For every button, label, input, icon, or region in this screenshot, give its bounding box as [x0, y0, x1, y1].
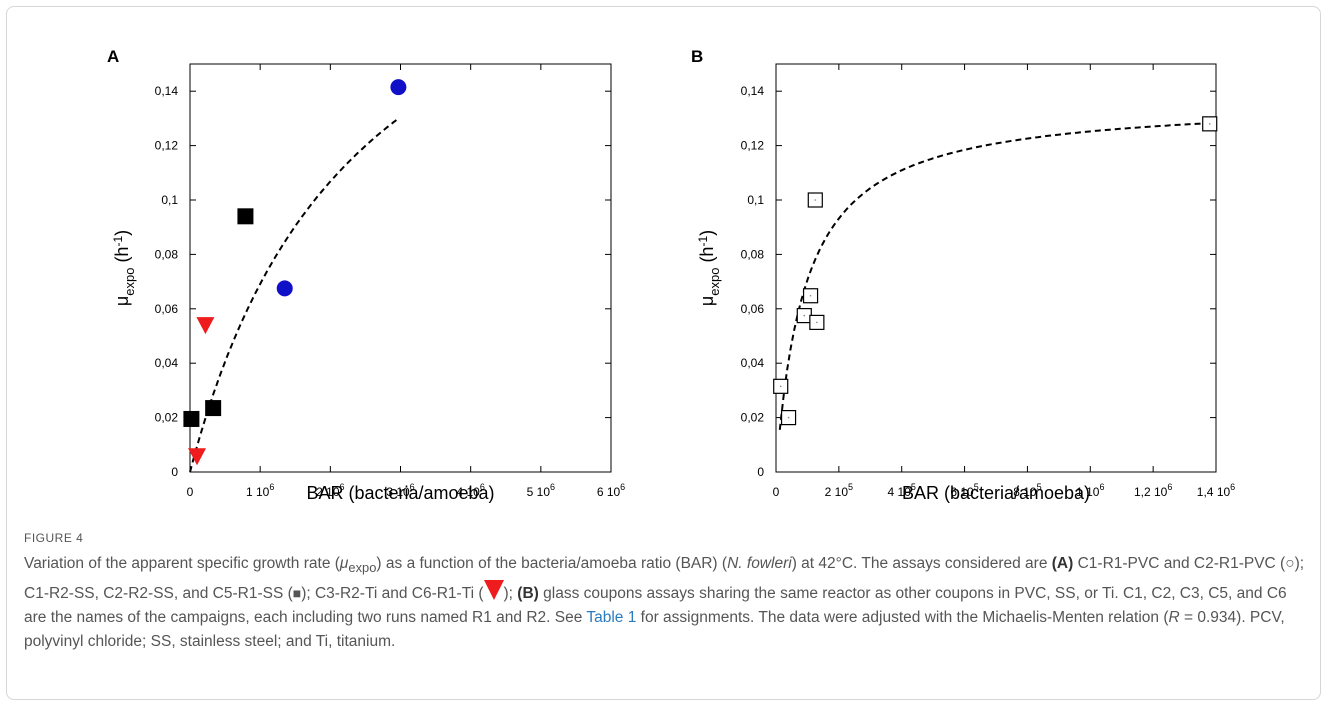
- y-tick-label: 0: [171, 465, 178, 479]
- x-tick-label: 8 105: [1013, 482, 1041, 499]
- y-tick-label: 0,06: [155, 302, 179, 316]
- y-tick-label: 0,08: [741, 247, 765, 261]
- y-tick-label: 0,14: [155, 84, 179, 98]
- square-symbol: ■: [292, 585, 302, 602]
- plot-frame: [775, 63, 1217, 473]
- y-tick-label: 0,12: [155, 139, 179, 153]
- caption-part: );: [503, 585, 518, 603]
- mu-subscript: expo: [348, 560, 377, 576]
- caption-part: ) at 42°C. The assays considered are: [791, 555, 1048, 572]
- caption-panel-b: (B): [517, 585, 539, 603]
- data-point-circle: [276, 280, 293, 297]
- mu-symbol: μ: [339, 555, 349, 572]
- x-tick-label: 6 106: [597, 482, 625, 499]
- data-point-center: [779, 385, 782, 388]
- y-axis-label: μexpo (h-1): [696, 230, 722, 306]
- y-tick-label: 0: [757, 465, 764, 479]
- fit-curve: [778, 122, 1210, 430]
- caption-part: glass coupons assays sharing the same re…: [24, 585, 1287, 627]
- data-point-circle: [390, 79, 407, 96]
- caption-part: for assignments. The data were adjusted …: [636, 609, 1169, 627]
- panel-letter: A: [107, 47, 119, 66]
- figure-charts: A 0 0,02 0,04 0,06 0,08 0,1 0,12 0,14 0 1 106 2 106…: [107, 47, 1235, 503]
- y-tick-label: 0,04: [155, 356, 179, 370]
- x-tick-label: 0: [773, 485, 780, 499]
- circle-symbol: ○: [1285, 555, 1295, 572]
- x-tick-label: 1 106: [1076, 482, 1104, 499]
- x-axis-label: BAR (bacteria/amoeba): [902, 483, 1090, 503]
- panel-b: B 0 0,02 0,04 0,06 0,08 0,1 0,12 0,14 0 2 105 4 105…: [691, 47, 1235, 503]
- x-tick-label: 4 105: [888, 482, 916, 499]
- caption-panel-a: (A): [1051, 555, 1074, 572]
- figure-label: FIGURE 4: [24, 531, 84, 545]
- r-symbol: R: [1168, 609, 1180, 627]
- y-axis-label: μexpo (h-1): [111, 230, 137, 306]
- y-tick-label: 0,02: [741, 411, 765, 425]
- x-tick-label: 4 106: [456, 482, 484, 499]
- figure-frame: [6, 6, 1321, 700]
- data-point-center: [1208, 123, 1211, 125]
- caption-part: ) as a function of the bacteria/amoeba r…: [376, 555, 728, 572]
- data-point-center: [803, 314, 806, 317]
- y-tick-label: 0,02: [155, 411, 179, 425]
- caption-part: Variation of the apparent specific growt…: [24, 555, 340, 572]
- y-tick-label: 0,06: [741, 302, 765, 316]
- data-point-center: [809, 294, 812, 297]
- data-point-triangle: [196, 317, 215, 335]
- x-tick-label: 3 106: [386, 482, 414, 499]
- data-point-center: [787, 416, 790, 419]
- data-point-square: [205, 400, 222, 417]
- x-axis-label: BAR (bacteria/amoeba): [306, 483, 494, 503]
- y-tick-label: 0,1: [161, 193, 178, 207]
- x-tick-label: 2 106: [316, 482, 344, 499]
- panel-letter: B: [691, 47, 703, 66]
- caption-part: C1-R1-PVC and C2-R1-PVC (: [1073, 555, 1286, 572]
- x-tick-label: 1,2 106: [1134, 482, 1172, 499]
- x-tick-label: 0: [187, 485, 194, 499]
- data-point-triangle: [188, 448, 207, 466]
- figure-caption: FIGURE 4 Variation of the apparent speci…: [24, 526, 1309, 654]
- x-tick-label: 2 105: [825, 482, 853, 499]
- x-tick-label: 5 106: [527, 482, 555, 499]
- caption-text: Variation of the apparent specific growt…: [24, 552, 1309, 654]
- fit-curve: [189, 118, 398, 473]
- species-name: N. fowleri: [727, 555, 792, 572]
- x-tick-label: 1,4 106: [1197, 482, 1235, 499]
- table-link[interactable]: Table 1: [586, 609, 637, 627]
- red-triangle-icon: [483, 580, 504, 601]
- plot-frame: [189, 63, 612, 473]
- caption-part: ); C1-R2-SS, C2-R2-SS, and C5-R1-SS (: [24, 555, 1305, 603]
- caption-part: = 0.934). PCV, polyvinyl chloride; SS, s…: [24, 609, 1285, 651]
- data-point-square: [183, 410, 200, 427]
- panel-a: A 0 0,02 0,04 0,06 0,08 0,1 0,12 0,14 0 1 106 2 106…: [107, 47, 625, 503]
- y-tick-label: 0,14: [741, 84, 765, 98]
- y-tick-label: 0,04: [741, 356, 765, 370]
- x-tick-label: 1 106: [246, 482, 274, 499]
- data-point-center: [816, 321, 818, 324]
- data-point-center: [814, 199, 817, 201]
- y-tick-label: 0,08: [155, 247, 179, 261]
- data-point-square: [237, 208, 254, 225]
- x-tick-label: 6 105: [950, 482, 978, 499]
- caption-part: ); C3-R2-Ti and C6-R1-Ti (: [301, 585, 484, 603]
- y-tick-label: 0,1: [747, 193, 764, 207]
- y-tick-label: 0,12: [741, 139, 765, 153]
